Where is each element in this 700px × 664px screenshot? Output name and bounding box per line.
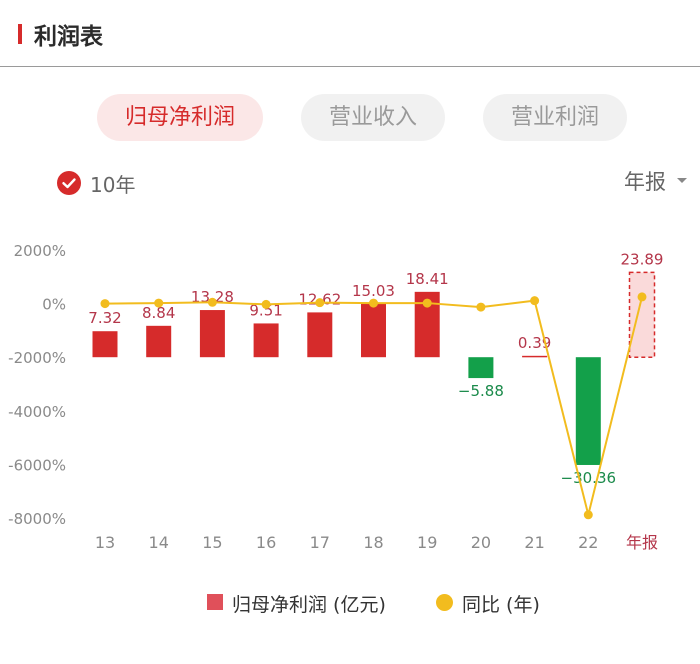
- x-tick-label: 19: [417, 533, 437, 552]
- x-tick-label: 16: [256, 533, 276, 552]
- bar: [468, 357, 494, 379]
- profit-chart: 2000% 0% -2000% -4000% -6000% -8000% 13 14 15 16 1…: [8, 242, 664, 552]
- bar-value-label: 7.32: [88, 309, 121, 327]
- y-tick-label: -6000%: [8, 456, 66, 474]
- x-tick-label: 20: [471, 533, 491, 552]
- tab-operating-profit[interactable]: 营业利润: [483, 94, 627, 141]
- bar: [199, 310, 225, 358]
- bar: [575, 357, 601, 465]
- bar: [253, 323, 279, 358]
- tab-net-profit[interactable]: 归母净利润: [97, 94, 263, 141]
- yoy-point: [369, 298, 378, 308]
- x-tick-label: 18: [363, 533, 383, 552]
- check-icon[interactable]: [57, 171, 81, 195]
- bar-value-label: 9.51: [249, 301, 282, 319]
- bar: [361, 303, 386, 358]
- x-tick-label: 21: [524, 533, 544, 552]
- bar: [92, 331, 118, 358]
- yoy-point: [315, 298, 325, 308]
- bar-value-label: 8.84: [142, 304, 175, 322]
- y-tick-label: 2000%: [14, 242, 66, 260]
- x-tick-label: 13: [95, 533, 115, 552]
- x-tick-label: 15: [202, 533, 222, 552]
- bar-value-label: 23.89: [621, 250, 664, 268]
- yoy-point: [530, 296, 540, 306]
- range-label[interactable]: 10年: [90, 173, 136, 197]
- yoy-point: [154, 298, 164, 308]
- y-tick-label: -8000%: [8, 510, 66, 528]
- bar-value-label: −30.36: [561, 469, 617, 487]
- y-tick-label: -2000%: [8, 349, 66, 367]
- yoy-point: [583, 510, 593, 520]
- yoy-point: [207, 297, 217, 307]
- bar-estimate: [628, 271, 656, 358]
- tab-revenue[interactable]: 营业收入: [301, 94, 445, 141]
- bar-value-label: 0.39: [518, 334, 551, 352]
- y-tick-label: -4000%: [8, 403, 66, 421]
- bar: [146, 325, 172, 358]
- bar-value-label: −5.88: [458, 382, 504, 400]
- bar-value-label: 18.41: [406, 270, 449, 288]
- legend-line-swatch: [436, 594, 453, 611]
- page-title: 利润表: [34, 24, 103, 50]
- legend-bar-swatch: [207, 594, 223, 610]
- yoy-point: [261, 299, 271, 309]
- legend-bar-label: 归母净利润 (亿元): [232, 594, 386, 616]
- x-tick-label: 年报: [626, 533, 658, 552]
- yoy-point: [637, 292, 647, 302]
- x-tick-label: 22: [578, 533, 598, 552]
- bar: [522, 355, 548, 358]
- yoy-point: [476, 302, 486, 312]
- bar: [307, 312, 333, 358]
- x-tick-label: 14: [149, 533, 169, 552]
- period-selector[interactable]: 年报: [624, 170, 666, 194]
- title-accent-bar: [18, 24, 22, 44]
- yoy-point: [100, 299, 110, 309]
- x-tick-label: 17: [310, 533, 330, 552]
- y-tick-label: 0%: [42, 296, 66, 314]
- chevron-down-icon[interactable]: [677, 178, 687, 183]
- bar-value-label: 15.03: [352, 282, 395, 300]
- header: 利润表: [0, 0, 700, 67]
- yoy-point: [422, 298, 432, 308]
- legend-line-label: 同比 (年): [462, 594, 540, 616]
